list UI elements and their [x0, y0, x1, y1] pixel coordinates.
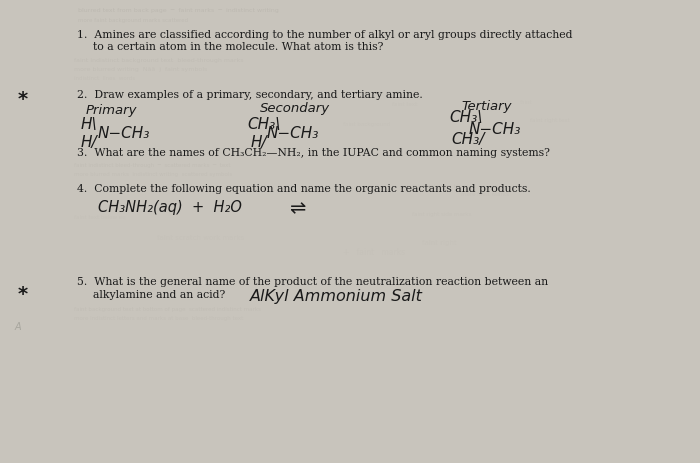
Text: faint: faint: [520, 100, 533, 105]
Text: Secondary: Secondary: [260, 102, 330, 115]
Text: faint background: faint background: [343, 122, 391, 127]
Text: more blurred marks  indistinct writing  scattered symbols: more blurred marks indistinct writing sc…: [74, 172, 232, 177]
Text: *: *: [18, 90, 28, 109]
Text: ⇌: ⇌: [289, 199, 306, 218]
Text: faint scratch work marks: faint scratch work marks: [157, 235, 244, 241]
Text: N−CH₃: N−CH₃: [98, 126, 150, 141]
Text: to a certain atom in the molecule. What atom is this?: to a certain atom in the molecule. What …: [93, 42, 384, 52]
Text: blurred text from back page  ─  faint marks  ─  indistinct writing: blurred text from back page ─ faint mark…: [78, 8, 279, 13]
Text: A: A: [15, 322, 21, 332]
Text: 2.  Draw examples of a primary, secondary, and tertiary amine.: 2. Draw examples of a primary, secondary…: [76, 90, 422, 100]
Text: Primary: Primary: [85, 104, 136, 117]
Text: faint indistinct background text  bleed-through marks: faint indistinct background text bleed-t…: [74, 58, 243, 63]
Text: faint text below eq: faint text below eq: [74, 215, 125, 220]
Text: CH₃/: CH₃/: [452, 132, 484, 147]
Text: 4.  Complete the following equation and name the organic reactants and products.: 4. Complete the following equation and n…: [76, 184, 531, 194]
Text: AlKyl Ammonium Salt: AlKyl Ammonium Salt: [250, 289, 423, 304]
Text: 3.  What are the names of CH₃CH₂—NH₂, in the IUPAC and common naming systems?: 3. What are the names of CH₃CH₂—NH₂, in …: [76, 148, 550, 158]
Text: more indistinct letters and marks at base  bleed-through text: more indistinct letters and marks at bas…: [74, 316, 243, 321]
Text: CH₃\: CH₃\: [247, 117, 281, 132]
Text: CH₃\: CH₃\: [449, 110, 482, 125]
Text: faint indistinct bleed-through  ─  scattered marks  ─  text: faint indistinct bleed-through ─ scatter…: [74, 163, 230, 168]
Text: Tertiary: Tertiary: [461, 100, 512, 113]
Text: more faint background marks scattered: more faint background marks scattered: [78, 18, 188, 23]
Text: faint background text at bottom of page  scattered indistinct marks: faint background text at bottom of page …: [74, 307, 260, 312]
Text: faint right text bleed: faint right text bleed: [412, 184, 469, 189]
Text: faint right side marks: faint right side marks: [412, 212, 471, 217]
Text: more blurred writing  Nãã  j  faint symbols: more blurred writing Nãã j faint symbols: [74, 67, 206, 72]
Text: +   faint   marks: + faint marks: [343, 248, 405, 257]
Text: faint text: faint text: [392, 102, 417, 107]
Text: N−CH₃: N−CH₃: [469, 122, 522, 137]
Text: alkylamine and an acid?: alkylamine and an acid?: [93, 290, 225, 300]
Text: *: *: [18, 285, 28, 304]
Text: N−CH₃: N−CH₃: [267, 126, 319, 141]
Text: H/: H/: [80, 135, 97, 150]
Text: CH₃NH₂(aq)  +  H₂O: CH₃NH₂(aq) + H₂O: [98, 200, 242, 215]
Text: H/: H/: [250, 135, 267, 150]
Text: 5.  What is the general name of the product of the neutralization reaction betwe: 5. What is the general name of the produ…: [76, 277, 547, 287]
Text: more faint marks: more faint marks: [461, 192, 509, 197]
Text: faint right text: faint right text: [530, 118, 569, 123]
Text: H\: H\: [80, 117, 97, 132]
Text: indistinct  lines  words: indistinct lines words: [74, 76, 135, 81]
Text: 1.  Amines are classified according to the number of alkyl or aryl groups direct: 1. Amines are classified according to th…: [76, 30, 572, 40]
Text: faint right: faint right: [421, 240, 456, 246]
